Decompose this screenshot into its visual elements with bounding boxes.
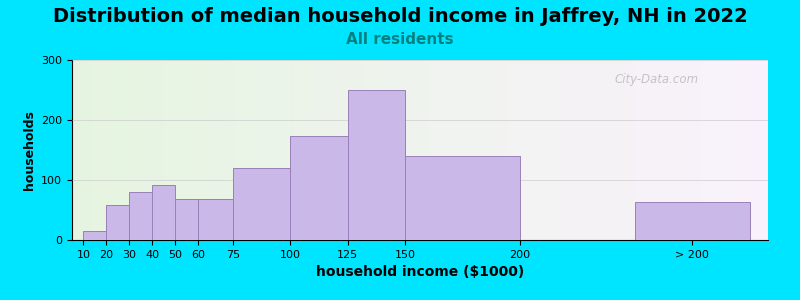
X-axis label: household income ($1000): household income ($1000) [316,265,524,279]
Text: Distribution of median household income in Jaffrey, NH in 2022: Distribution of median household income … [53,7,747,26]
Bar [198,199,233,240]
Y-axis label: households: households [22,110,35,190]
Bar [634,202,750,240]
Bar [106,205,130,240]
Bar [348,90,405,240]
Bar [405,156,520,240]
Bar [130,192,152,240]
Bar [233,168,290,240]
Bar [290,136,348,240]
Bar [152,185,175,240]
Text: City-Data.com: City-Data.com [615,73,699,85]
Bar [175,199,198,240]
Text: All residents: All residents [346,32,454,46]
Bar [83,231,106,240]
